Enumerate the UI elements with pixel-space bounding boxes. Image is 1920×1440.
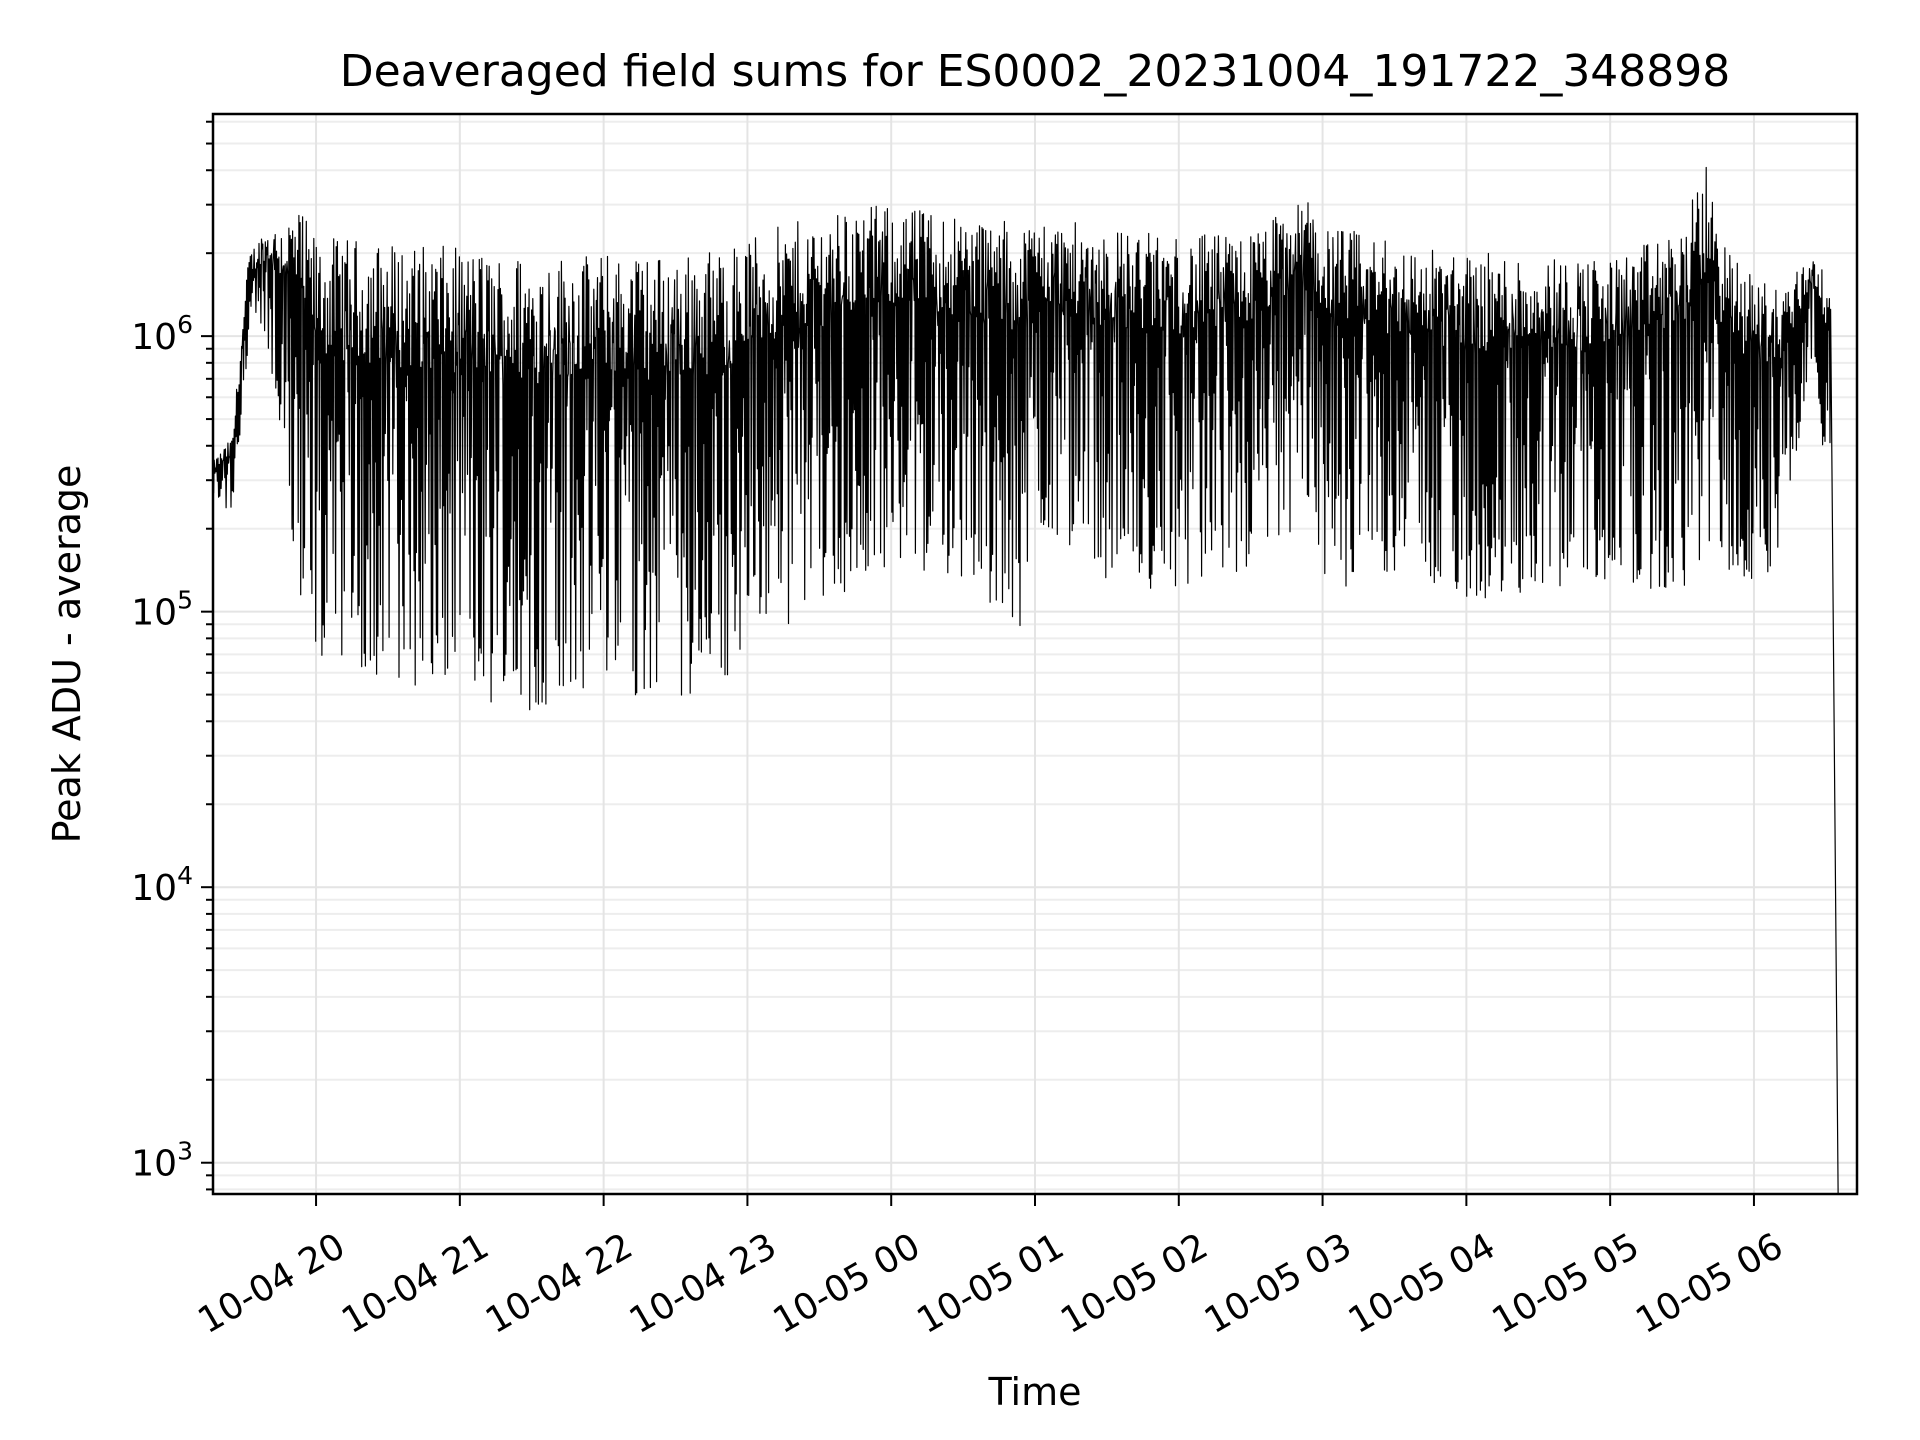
x-axis-label: Time (988, 1370, 1082, 1414)
chart-title: Deaveraged field sums for ES0002_2023100… (340, 46, 1731, 97)
y-tick-label: 105 (131, 586, 193, 634)
y-axis-label: Peak ADU - average (45, 465, 89, 844)
series-layer (213, 166, 1839, 1194)
y-tick-label: 104 (131, 861, 193, 909)
y-tick-label: 103 (131, 1137, 193, 1185)
y-tick-label: 106 (131, 310, 193, 358)
series-line (213, 166, 1839, 1194)
